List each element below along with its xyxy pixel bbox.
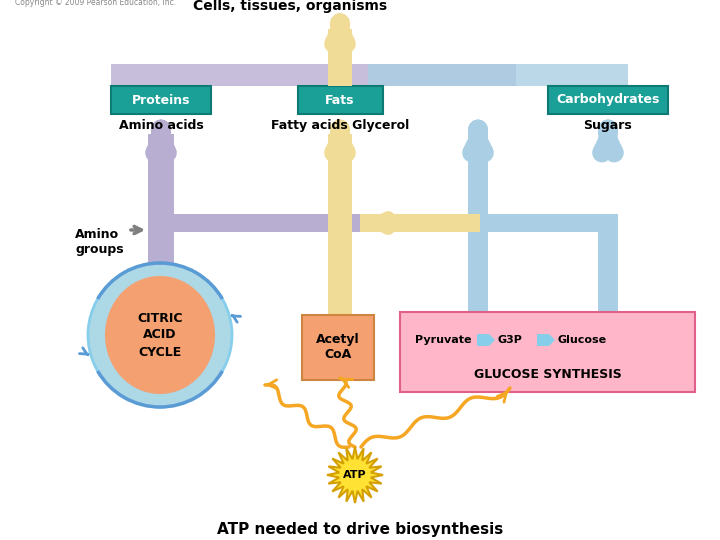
Text: ATP: ATP <box>343 470 366 480</box>
Polygon shape <box>477 334 495 346</box>
Text: CITRIC
ACID
CYCLE: CITRIC ACID CYCLE <box>138 312 183 359</box>
Bar <box>368 64 628 86</box>
Bar <box>148 134 174 214</box>
Ellipse shape <box>105 276 215 394</box>
Bar <box>468 232 488 312</box>
Text: Sugars: Sugars <box>584 119 632 132</box>
Text: Acetyl
CoA: Acetyl CoA <box>316 334 360 361</box>
Bar <box>328 232 352 315</box>
Bar <box>385 214 618 232</box>
Bar <box>328 29 352 86</box>
Text: ATP needed to drive biosynthesis: ATP needed to drive biosynthesis <box>217 522 503 537</box>
Text: GLUCOSE SYNTHESIS: GLUCOSE SYNTHESIS <box>474 368 621 381</box>
Text: Carbohydrates: Carbohydrates <box>557 93 660 106</box>
Polygon shape <box>327 447 383 503</box>
Bar <box>302 315 374 380</box>
Polygon shape <box>537 334 555 346</box>
Bar <box>148 214 390 232</box>
Bar <box>400 312 695 392</box>
Circle shape <box>88 263 232 407</box>
Text: Fats: Fats <box>325 93 355 106</box>
Bar <box>468 134 488 214</box>
Text: Copyright © 2009 Pearson Education, Inc.: Copyright © 2009 Pearson Education, Inc. <box>15 0 176 7</box>
Text: Proteins: Proteins <box>132 93 190 106</box>
Text: Pyruvate: Pyruvate <box>415 335 472 345</box>
Text: Glucose: Glucose <box>558 335 607 345</box>
Bar <box>148 232 174 265</box>
Bar <box>297 86 382 114</box>
Text: Amino
groups: Amino groups <box>75 228 124 256</box>
Bar <box>328 134 352 214</box>
Text: G3P: G3P <box>498 335 523 345</box>
Bar <box>548 86 668 114</box>
Bar <box>111 86 211 114</box>
Text: Amino acids: Amino acids <box>119 119 203 132</box>
Text: Cells, tissues, organisms: Cells, tissues, organisms <box>193 0 387 13</box>
Bar <box>598 232 618 312</box>
Text: Fatty acids Glycerol: Fatty acids Glycerol <box>271 119 409 132</box>
Bar <box>111 64 516 86</box>
Bar <box>328 214 352 232</box>
Bar <box>360 214 480 232</box>
